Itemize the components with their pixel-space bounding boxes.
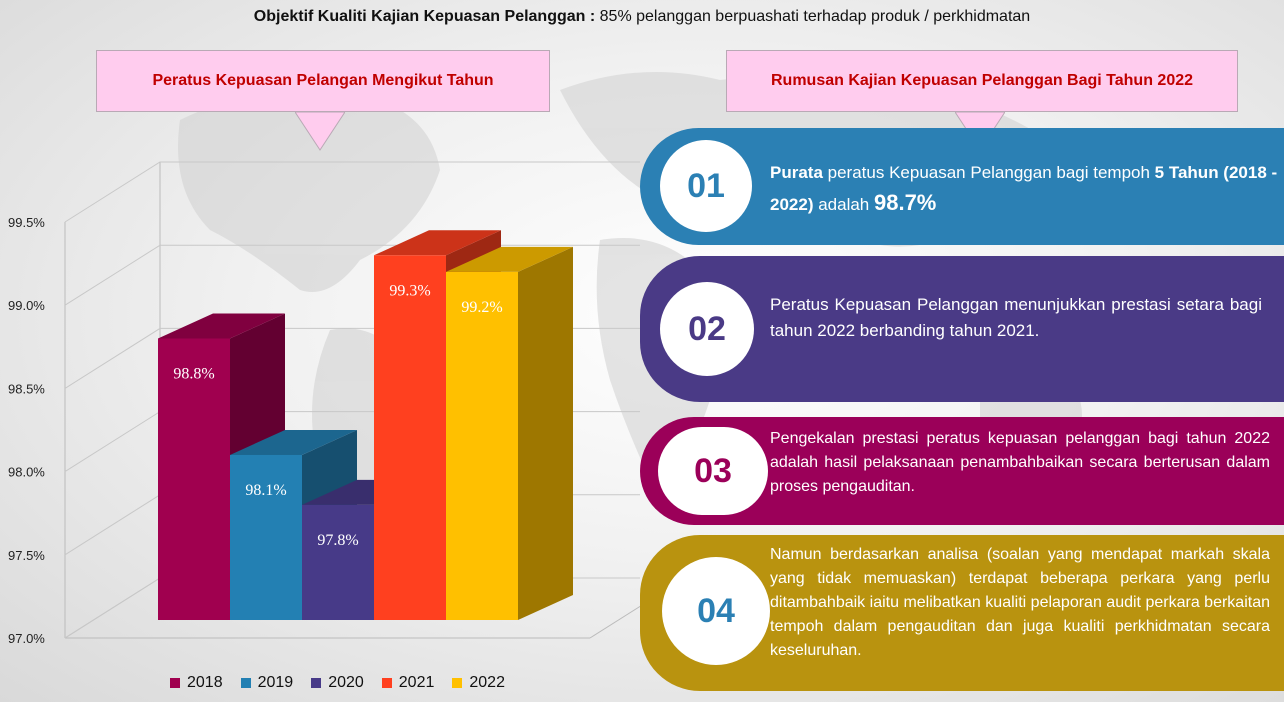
legend-label: 2018 <box>187 674 223 691</box>
legend-item-2019: 2019 <box>240 674 294 692</box>
right-header-text: Rumusan Kajian Kepuasan Pelanggan Bagi T… <box>770 72 1194 89</box>
headline-bold: Objektif Kualiti Kajian Kepuasan Pelangg… <box>253 8 596 25</box>
item-number-circle: 03 <box>658 427 768 515</box>
summary-item-4: 04 Namun berdasarkan analisa (soalan yan… <box>640 535 1284 691</box>
summary-item-1: 01 Purata peratus Kepuasan Pelanggan bag… <box>640 128 1284 245</box>
item-average-value: 98.7% <box>873 190 937 215</box>
bar-top-2021 <box>374 230 501 256</box>
item-text-part: peratus Kepuasan Pelanggan bagi tempoh <box>822 163 1155 182</box>
item-text: Pengekalan prestasi peratus kepuasan pel… <box>770 427 1270 499</box>
gridline <box>64 244 640 306</box>
legend-label: 2019 <box>257 674 294 691</box>
item-text: Namun berdasarkan analisa (soalan yang m… <box>770 543 1270 663</box>
legend-item-2020: 2020 <box>311 674 364 692</box>
item-number-circle: 01 <box>660 140 752 232</box>
item-number: 02 <box>688 309 726 348</box>
bar-top-2019 <box>230 429 357 455</box>
bar-value-label: 97.8% <box>317 532 358 549</box>
item-text-body: Pengekalan prestasi peratus kepuasan pel… <box>770 430 1270 495</box>
bar-top-2022 <box>446 246 573 272</box>
item-text-body: Namun berdasarkan analisa (soalan yang m… <box>770 546 1270 659</box>
legend-swatch <box>170 678 180 688</box>
gridline <box>64 161 640 223</box>
bar-2019 <box>230 454 302 620</box>
item-number: 03 <box>694 451 732 490</box>
objective-headline: Objektif Kualiti Kajian Kepuasan Pelangg… <box>0 8 1284 26</box>
item-text-part: adalah <box>813 195 874 214</box>
y-tick-label: 97.5% <box>8 548 45 563</box>
bar-2021 <box>374 255 446 620</box>
item-text-bold: 5 Tahun (2018 - 2022) <box>770 163 1278 214</box>
item-number: 04 <box>697 591 735 630</box>
item-number-circle: 04 <box>662 557 770 665</box>
bar-value-label: 99.3% <box>389 282 430 299</box>
y-tick-label: 99.0% <box>8 298 45 313</box>
left-header-arrow <box>295 112 345 151</box>
legend-swatch <box>452 678 463 688</box>
legend-swatch <box>311 678 322 688</box>
legend-label: 2020 <box>328 674 364 691</box>
left-header-box: Peratus Kepuasan Pelangan Mengikut Tahun <box>96 50 550 112</box>
item-text-body: Peratus Kepuasan Pelanggan menunjukkan p… <box>770 295 1262 340</box>
bar-value-label: 98.1% <box>245 482 286 499</box>
headline-rest: 85% pelanggan berpuashati terhadap produ… <box>595 8 1031 25</box>
bar-top-2018 <box>158 313 285 339</box>
legend-label: 2021 <box>398 674 435 691</box>
y-tick-label: 99.5% <box>8 215 45 230</box>
item-text-bold: Purata <box>770 163 823 182</box>
legend-item-2021: 2021 <box>381 674 435 692</box>
chart-legend: 2018 2019 2020 2021 2022 <box>170 674 505 692</box>
satisfaction-bar-chart: 97.0% 97.5% 98.0% 98.5% 99.0% 99.5% 98.8% 98.1%… <box>8 161 640 646</box>
y-tick-label: 98.0% <box>8 465 45 480</box>
item-text: Peratus Kepuasan Pelanggan menunjukkan p… <box>770 292 1262 344</box>
summary-item-2: 02 Peratus Kepuasan Pelanggan menunjukka… <box>640 256 1284 402</box>
y-tick-label: 97.0% <box>8 631 45 646</box>
bar-value-label: 99.2% <box>461 299 502 316</box>
right-header-box: Rumusan Kajian Kepuasan Pelanggan Bagi T… <box>726 50 1238 112</box>
left-header-text: Peratus Kepuasan Pelangan Mengikut Tahun <box>152 72 494 89</box>
item-text: Purata peratus Kepuasan Pelanggan bagi t… <box>770 158 1280 220</box>
legend-label: 2022 <box>469 674 505 691</box>
bar-value-label: 98.8% <box>173 365 214 382</box>
axis-wall-line <box>589 605 640 639</box>
legend-swatch <box>381 678 392 688</box>
y-tick-label: 98.5% <box>8 381 45 396</box>
summary-item-3: 03 Pengekalan prestasi peratus kepuasan … <box>640 417 1284 525</box>
legend-item-2018: 2018 <box>170 674 223 692</box>
legend-swatch <box>240 678 251 688</box>
bar-2018 <box>158 338 230 620</box>
bar-2022 <box>446 271 518 620</box>
legend-item-2022: 2022 <box>452 674 505 692</box>
bar-2020 <box>302 504 374 620</box>
item-number-circle: 02 <box>660 282 754 376</box>
item-number: 01 <box>687 166 725 205</box>
bar-side-2022 <box>518 246 573 621</box>
